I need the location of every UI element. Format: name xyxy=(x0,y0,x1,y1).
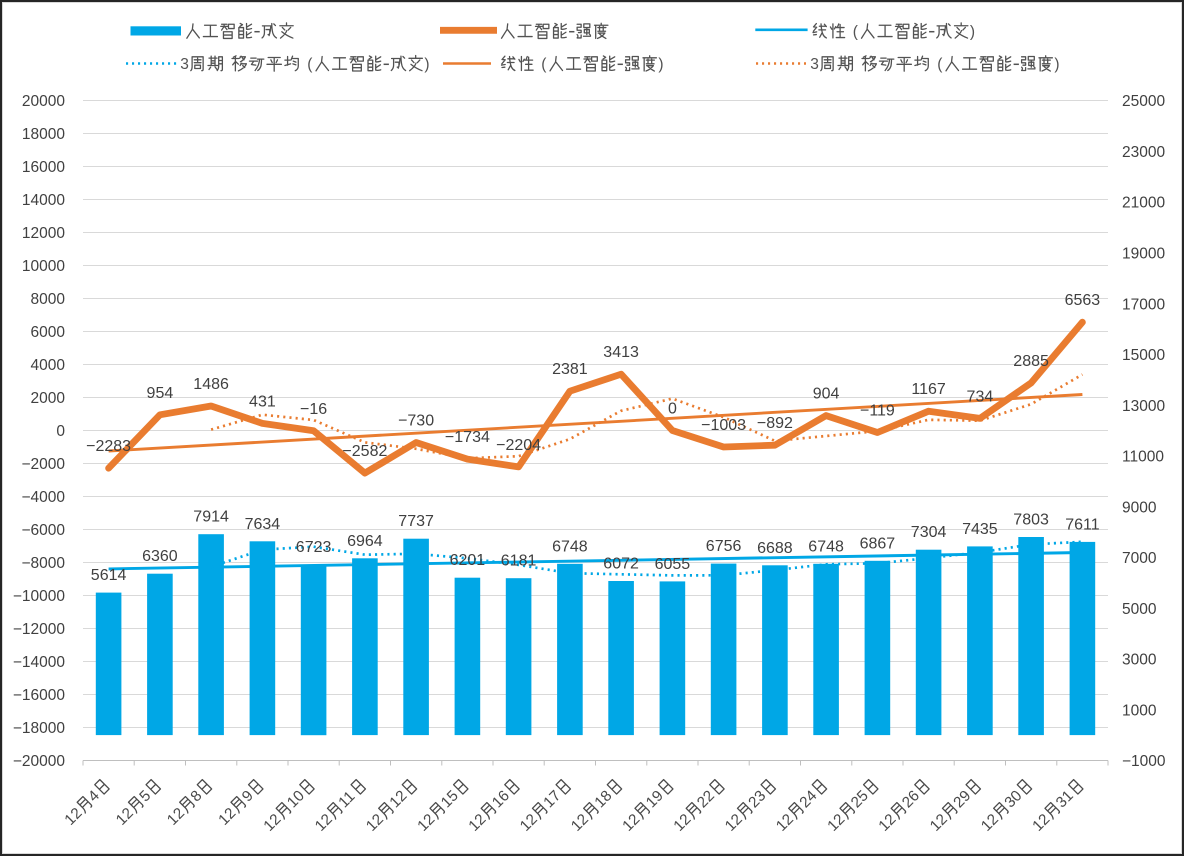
svg-text:−16: −16 xyxy=(300,401,327,418)
svg-text:): ) xyxy=(970,24,975,41)
svg-text:6964: 6964 xyxy=(347,533,383,550)
svg-text:4000: 4000 xyxy=(31,357,66,374)
svg-text:−730: −730 xyxy=(398,413,434,430)
svg-text:6688: 6688 xyxy=(757,540,793,557)
svg-text:7611: 7611 xyxy=(1065,516,1100,533)
svg-text:7914: 7914 xyxy=(193,509,229,526)
svg-text:7000: 7000 xyxy=(1122,550,1157,567)
svg-text:6072: 6072 xyxy=(603,556,639,573)
svg-text:20000: 20000 xyxy=(22,93,65,110)
svg-text:18000: 18000 xyxy=(22,126,65,143)
svg-text:1167: 1167 xyxy=(911,381,946,398)
svg-text:7803: 7803 xyxy=(1013,512,1049,529)
svg-text:5000: 5000 xyxy=(1122,601,1157,618)
svg-text:16000: 16000 xyxy=(22,159,65,176)
svg-text:−8000: −8000 xyxy=(21,555,65,572)
svg-text:6201: 6201 xyxy=(450,552,486,569)
svg-text:−1000: −1000 xyxy=(1122,753,1166,770)
svg-text:7435: 7435 xyxy=(962,521,998,538)
svg-text:6055: 6055 xyxy=(655,556,691,573)
svg-text:6867: 6867 xyxy=(860,535,896,552)
svg-text:6360: 6360 xyxy=(142,548,178,565)
svg-text:19000: 19000 xyxy=(1122,246,1165,263)
svg-text:−20000: −20000 xyxy=(13,753,66,770)
svg-text:2381: 2381 xyxy=(552,361,588,378)
svg-text:2000: 2000 xyxy=(31,390,66,407)
svg-text:954: 954 xyxy=(147,385,174,402)
svg-text:23000: 23000 xyxy=(1122,144,1165,161)
svg-text:21000: 21000 xyxy=(1122,195,1165,212)
svg-text:−892: −892 xyxy=(757,415,793,432)
svg-text:−12000: −12000 xyxy=(13,621,66,638)
svg-text:(: ( xyxy=(307,56,313,73)
svg-text:12000: 12000 xyxy=(22,225,65,242)
svg-text:13000: 13000 xyxy=(1122,398,1165,415)
svg-text:3: 3 xyxy=(810,56,819,73)
svg-text:734: 734 xyxy=(967,388,994,405)
svg-text:3000: 3000 xyxy=(1122,652,1157,669)
svg-text:−16000: −16000 xyxy=(13,687,66,704)
svg-text:−1734: −1734 xyxy=(445,429,490,446)
svg-text:−2582: −2582 xyxy=(342,443,387,460)
svg-text:−4000: −4000 xyxy=(21,489,65,506)
svg-text:6181: 6181 xyxy=(501,553,537,570)
svg-text:17000: 17000 xyxy=(1122,296,1165,313)
svg-text:−14000: −14000 xyxy=(13,654,66,671)
svg-text:−10000: −10000 xyxy=(13,588,66,605)
svg-text:6756: 6756 xyxy=(706,538,742,555)
svg-text:): ) xyxy=(1054,56,1059,73)
svg-text:6748: 6748 xyxy=(552,538,588,555)
svg-text:−1003: −1003 xyxy=(701,417,746,434)
svg-text:1486: 1486 xyxy=(193,376,229,393)
svg-text:−6000: −6000 xyxy=(21,522,65,539)
svg-text:−18000: −18000 xyxy=(13,720,66,737)
svg-text:5614: 5614 xyxy=(91,567,127,584)
svg-text:6000: 6000 xyxy=(31,324,66,341)
svg-text:−2204: −2204 xyxy=(496,437,541,454)
svg-text:10000: 10000 xyxy=(22,258,65,275)
svg-text:6723: 6723 xyxy=(296,539,332,556)
svg-text:7737: 7737 xyxy=(398,513,434,530)
svg-text:9000: 9000 xyxy=(1122,499,1157,516)
svg-text:(: ( xyxy=(937,56,943,73)
svg-text:2885: 2885 xyxy=(1013,353,1049,370)
svg-text:(: ( xyxy=(541,56,547,73)
svg-text:15000: 15000 xyxy=(1122,347,1165,364)
svg-text:8000: 8000 xyxy=(31,291,66,308)
svg-text:1000: 1000 xyxy=(1122,702,1157,719)
svg-text:7634: 7634 xyxy=(245,516,281,533)
svg-text:−119: −119 xyxy=(860,403,895,420)
svg-text:−2000: −2000 xyxy=(21,456,65,473)
svg-text:0: 0 xyxy=(56,423,65,440)
svg-text:431: 431 xyxy=(249,393,276,410)
svg-text:904: 904 xyxy=(813,386,840,403)
svg-text:0: 0 xyxy=(668,401,677,418)
svg-text:25000: 25000 xyxy=(1122,93,1165,110)
svg-text:−2283: −2283 xyxy=(86,438,131,455)
svg-text:): ) xyxy=(658,56,663,73)
svg-text:6563: 6563 xyxy=(1065,292,1101,309)
svg-text:(: ( xyxy=(853,24,859,41)
svg-text:): ) xyxy=(424,56,429,73)
svg-text:7304: 7304 xyxy=(911,524,947,541)
svg-text:14000: 14000 xyxy=(22,192,65,209)
svg-text:3413: 3413 xyxy=(603,344,639,361)
svg-text:6748: 6748 xyxy=(808,538,844,555)
svg-text:11000: 11000 xyxy=(1122,449,1164,466)
svg-text:3: 3 xyxy=(180,56,189,73)
